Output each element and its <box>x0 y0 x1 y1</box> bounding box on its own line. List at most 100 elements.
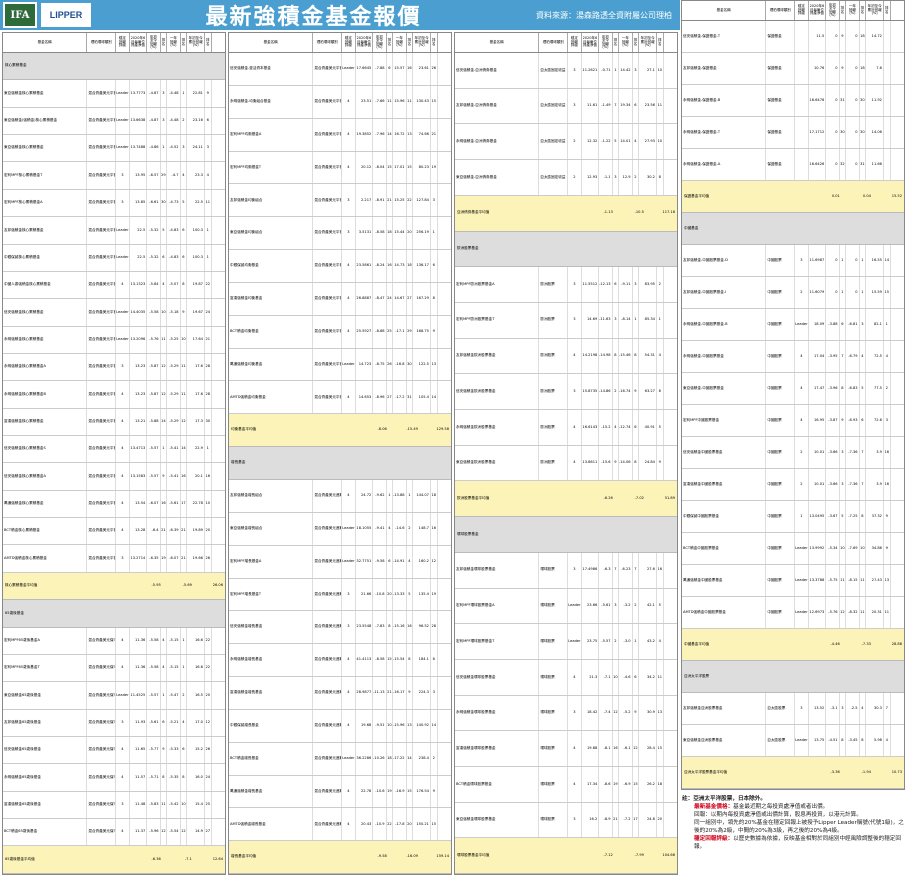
data-source: 資料來源：湯森路透全資附屬公司理柏 <box>536 10 672 20</box>
table-cell: 混合資產美元平衡 <box>313 184 343 217</box>
table-cell: 16 <box>181 463 188 490</box>
table-cell: 永明強積金-保證基金-A <box>682 149 767 180</box>
table-cell: 2 <box>431 742 438 775</box>
column-header: 基金名稱 <box>455 33 540 52</box>
table-cell: 混合資產美元保守 <box>87 682 117 709</box>
table-cell: 13 <box>431 348 438 381</box>
table-cell: 17.6645 <box>356 53 374 85</box>
table-cell: 9 <box>633 374 640 410</box>
table-cell: 12 <box>161 353 168 381</box>
table-cell: 17.01 <box>393 151 407 184</box>
table-cell: 宏利MPF65歲後基金T <box>3 654 88 682</box>
table-cell: 16 <box>387 250 394 282</box>
table-row: 信安強積金-保證基金-T 保證基金 11.5 0 9 0 18 14.72 <box>682 21 904 53</box>
table-cell: -3.1 <box>826 693 840 724</box>
table-cell: 3 <box>795 245 809 276</box>
table-cell: 14.653 <box>356 381 374 414</box>
table-cell <box>884 53 891 84</box>
table-cell <box>884 149 891 180</box>
table-cell: -5.61 <box>167 490 181 518</box>
table-cell: 15 <box>387 644 394 677</box>
table-cell: 13.52 <box>809 693 827 724</box>
table-cell: 13 <box>884 565 891 596</box>
table-cell: -4.73 <box>167 189 181 217</box>
table-cell: 1 <box>161 682 168 709</box>
table-cell: 22.5 <box>187 189 205 217</box>
average-value: 保證基金平均值 <box>684 193 710 198</box>
section-title: 65歲後基金 <box>3 600 225 628</box>
table-cell: 144.07 <box>413 479 431 512</box>
table-cell: -15.96 <box>393 709 407 742</box>
table-cell: 16 <box>884 469 891 500</box>
table-cell: -5.34 <box>826 533 840 564</box>
table-cell: -10.6 <box>373 775 387 808</box>
table-cell: 26.8887 <box>356 282 374 315</box>
table-cell: 4 <box>568 338 582 374</box>
table-cell: 13.9992 <box>809 533 827 564</box>
column-header: 理柏環球類別 <box>87 33 117 52</box>
table-cell: 1 <box>657 302 664 338</box>
table-cell: 5 <box>181 189 188 217</box>
section-average: 亞洲太平洋股票基金平均值 -3.36 -1.94 10.73 <box>682 757 904 789</box>
table-cell: 41.4113 <box>356 644 374 677</box>
column-header: 年初至今回報(%) <box>599 33 613 52</box>
average-value: -16.09 <box>406 854 418 859</box>
table-cell: 4 <box>342 644 356 677</box>
table-cell: -5.57 <box>147 463 161 490</box>
table-cell: 17.3 <box>187 408 205 436</box>
table-cell: 4 <box>116 381 130 408</box>
table-cell: 105.4 <box>413 381 431 414</box>
table-cell: 11.36 <box>130 627 148 654</box>
table-cell: 3 <box>116 162 130 189</box>
table-cell: 77.5 <box>866 373 884 404</box>
column-header: 年初至今累計回報(%) <box>413 33 431 52</box>
table-cell: 4 <box>116 463 130 490</box>
table-cell: Leader <box>795 309 809 340</box>
table-cell: 0 <box>826 85 840 116</box>
table-cell: 3 <box>161 80 168 107</box>
table-cell: 3 <box>633 267 640 302</box>
table-cell: 4 <box>116 436 130 463</box>
table-cell: 4 <box>205 162 212 189</box>
table-cell: 16 <box>884 437 891 468</box>
table-cell: 25 <box>387 315 394 348</box>
table-cell: 14.72 <box>866 21 884 52</box>
table-cell: 27 <box>407 282 414 315</box>
table-cell: 15.2 <box>187 736 205 764</box>
column-header: 穩定回報評級 <box>116 33 130 52</box>
table-cell: 19.87 <box>187 271 205 299</box>
table-cell: -8.14 <box>619 302 633 338</box>
table-cell: 18.42 <box>582 695 600 731</box>
table-row: 宏利MPF核心累積基金A 混合資產美元平衡 3 13.85 -6.61 30 -4.73 5 2… <box>3 189 225 218</box>
table-cell: 2 <box>657 267 664 302</box>
table-cell: 27.43 <box>866 565 884 596</box>
table-cell: -6.35 <box>147 545 161 572</box>
table-cell: Leader <box>116 682 130 709</box>
table-cell: Leader <box>342 545 356 578</box>
table-cell: 4 <box>181 162 188 189</box>
table-cell: 4 <box>613 410 620 445</box>
table-cell: 1 <box>205 436 212 463</box>
table-cell: -15.2 <box>599 410 613 445</box>
table-row: 友邦強積金65歲後基金 混合資產美元保守 3 11.93 -5.61 6 -5.21 4 17.… <box>3 709 225 737</box>
table-cell: -3.67 <box>826 501 840 532</box>
table-cell: 永明強積金環球股票基金 <box>455 695 540 731</box>
table-cell: 2 <box>568 160 582 195</box>
table-cell: 13.1583 <box>130 463 148 490</box>
table-cell: 14.67 <box>393 282 407 315</box>
lipper-logo: LIPPER <box>41 3 91 27</box>
table-cell: -9.51 <box>373 709 387 742</box>
table-cell: 10 <box>657 124 664 160</box>
table-cell: 74.66 <box>413 118 431 151</box>
section-title: 增長基金 <box>229 447 451 480</box>
table-cell: 友邦強積金-保證基金 <box>682 53 767 84</box>
average-value: -7.02 <box>634 495 644 500</box>
table-cell: 5 <box>860 373 867 404</box>
table-cell: 3.9 <box>866 437 884 468</box>
table-cell: 11 <box>657 88 664 124</box>
table-cell: 4 <box>568 445 582 481</box>
table-cell: 混合資產美元保守 <box>87 627 117 654</box>
table-cell: 20 <box>407 217 414 250</box>
table-cell: 10 <box>387 709 394 742</box>
table-row: 永明強積金-保證基金-T 保證基金 17.1712 0 30 0 30 14.06 <box>682 117 904 149</box>
